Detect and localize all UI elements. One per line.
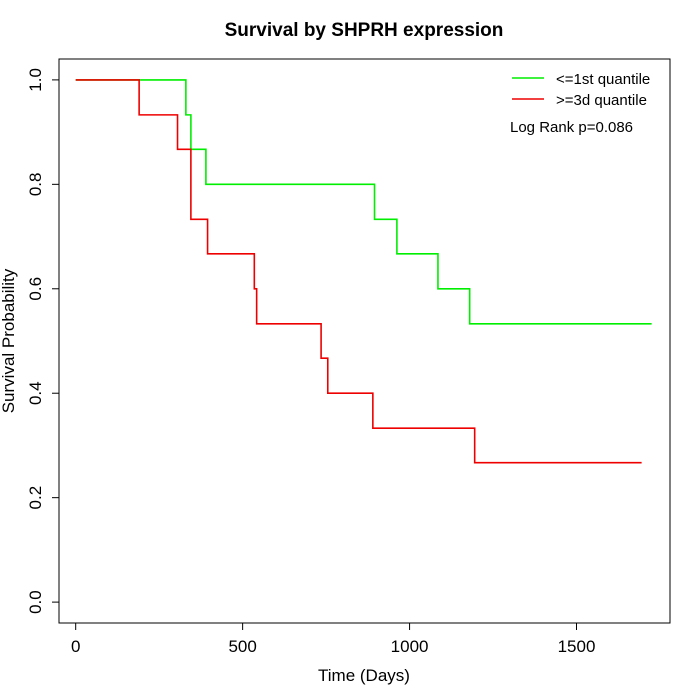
y-tick-label: 0.0 (26, 590, 45, 614)
y-tick-label: 0.8 (26, 173, 45, 197)
x-tick-label: 1000 (391, 637, 429, 656)
y-axis-label: Survival Probability (0, 268, 18, 413)
y-tick-label: 0.6 (26, 277, 45, 301)
chart-title: Survival by SHPRH expression (225, 20, 504, 41)
legend-label-high: >=3d quantile (556, 92, 647, 109)
x-axis-label: Time (Days) (318, 666, 410, 685)
legend-label-low: <=1st quantile (556, 71, 650, 88)
legend: <=1st quantile >=3d quantile (512, 71, 650, 109)
y-tick-label: 1.0 (26, 68, 45, 92)
plot-frame (58, 58, 671, 624)
log-rank-annotation: Log Rank p=0.086 (510, 119, 633, 136)
x-tick-label: 0 (71, 637, 80, 656)
y-axis: 0.0 0.2 0.4 0.6 0.8 1.0 (26, 68, 60, 614)
y-tick-label: 0.2 (26, 486, 45, 510)
series-low-quantile-curve (75, 79, 652, 325)
x-tick-label: 500 (228, 637, 256, 656)
series-layer (75, 79, 652, 464)
x-axis: 0 500 1000 1500 (71, 622, 596, 656)
y-tick-label: 0.4 (26, 381, 45, 405)
x-tick-label: 1500 (558, 637, 596, 656)
series-high-quantile-curve (75, 79, 642, 464)
